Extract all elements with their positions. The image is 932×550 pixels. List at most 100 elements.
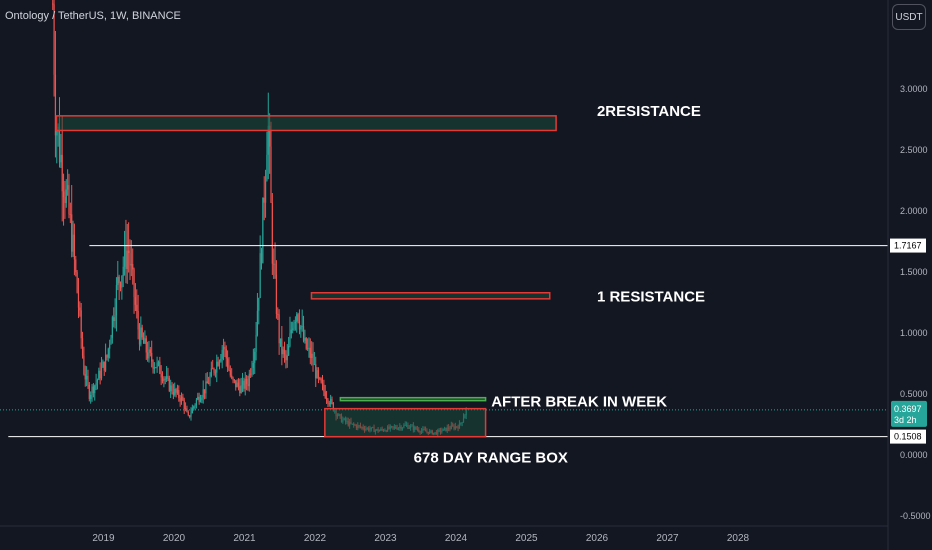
candle-body [330, 399, 332, 405]
currency-button[interactable]: USDT [892, 4, 926, 30]
candle-body [91, 386, 93, 395]
candle-body [209, 376, 211, 384]
candle-body [233, 379, 235, 381]
candle-body [292, 328, 294, 330]
candle-body [191, 408, 193, 414]
time-tick-label: 2021 [233, 533, 256, 544]
candle-body [290, 329, 292, 334]
candle-body [171, 385, 173, 393]
candle-body [270, 146, 272, 203]
annotation-box [310, 291, 551, 300]
candle-body [145, 338, 147, 353]
candle-body [320, 378, 322, 383]
candle-body [304, 338, 306, 341]
candle-body [96, 379, 99, 383]
candle-body [79, 307, 81, 311]
candle-body [95, 382, 97, 386]
candle-body [251, 367, 253, 375]
candle-body [167, 376, 169, 378]
candle-body [72, 234, 74, 252]
candle-body [80, 310, 82, 339]
candle-body [189, 415, 191, 417]
candle-body [172, 392, 174, 395]
candle-body [67, 185, 69, 190]
candle-body [160, 373, 162, 378]
price-tick-label: 3.0000 [900, 84, 928, 94]
candle-body [142, 337, 145, 344]
candle-body [141, 327, 143, 338]
candle-body [243, 380, 245, 389]
candle-body [247, 384, 249, 387]
candle-body [168, 377, 170, 392]
time-axis[interactable]: 2019 2020 2021 2022 2023 2024 2025 2026 2027 2028 [0, 525, 888, 544]
candle-body [237, 382, 240, 387]
candle-body [202, 389, 204, 398]
candle-body [137, 311, 139, 330]
candle-body [312, 353, 314, 365]
candle-body [201, 397, 203, 401]
price-tag-bg [890, 238, 926, 253]
candle-body [267, 125, 269, 155]
candle-body [236, 382, 238, 388]
candle-body [65, 189, 67, 204]
candle-body [100, 367, 103, 379]
candle-body [71, 214, 73, 252]
candle-body [76, 272, 78, 293]
candle-body [122, 266, 124, 276]
annotation-label: AFTER BREAK IN WEEK [491, 393, 667, 410]
candle-body [119, 283, 122, 288]
price-tick-label: 1.0000 [900, 328, 928, 338]
candle-body [274, 263, 276, 275]
candle-body [296, 314, 298, 322]
annotation-label: 1 RESISTANCE [597, 288, 705, 305]
candle-body [170, 385, 172, 392]
candle-body [83, 355, 85, 375]
price-tick-label: 0.5000 [900, 389, 928, 399]
candle-body [107, 348, 109, 358]
candle-body [99, 370, 101, 379]
candle-body [288, 345, 290, 356]
candle-body [264, 180, 267, 203]
candle-body [298, 320, 301, 330]
candle-body [325, 397, 328, 400]
candle-body [175, 388, 177, 393]
candle-body [129, 253, 131, 266]
candle-body [279, 338, 282, 344]
candle-body [282, 349, 284, 355]
candle-body [140, 327, 142, 345]
candle-body [184, 408, 187, 410]
candle-body [273, 263, 275, 265]
candle-body [164, 378, 166, 380]
annotation-label: 678 DAY RANGE BOX [414, 449, 568, 466]
time-tick-label: 2028 [727, 533, 750, 544]
annotation-box [55, 115, 557, 132]
candle-body [134, 297, 137, 305]
candle-body [316, 370, 318, 379]
candle-body [159, 361, 161, 374]
candle-body [305, 338, 307, 349]
candle-body [56, 129, 58, 136]
candle-body [309, 347, 311, 359]
candle-body [73, 234, 76, 260]
candle-body [94, 385, 96, 394]
candle-body [224, 346, 226, 349]
candle-body [225, 348, 227, 359]
candle-body [90, 394, 92, 400]
candle-body [212, 368, 214, 370]
candle-body [321, 382, 324, 385]
candle-body [269, 125, 271, 147]
candle-body [218, 361, 221, 366]
price-axis[interactable]: 3.0000 2.5000 2.0000 1.5000 1.0000 0.5000 0.00… [887, 0, 931, 550]
candle-body [250, 373, 252, 375]
candle-body [54, 74, 57, 136]
candle-body [61, 154, 63, 192]
candle-body [155, 367, 157, 369]
candle-body [75, 259, 77, 273]
price-tag-label: 0.1508 [894, 432, 922, 442]
candle-body [133, 269, 135, 298]
annotation-box [324, 407, 487, 438]
candle-body [121, 275, 123, 288]
candle-body [271, 202, 273, 264]
